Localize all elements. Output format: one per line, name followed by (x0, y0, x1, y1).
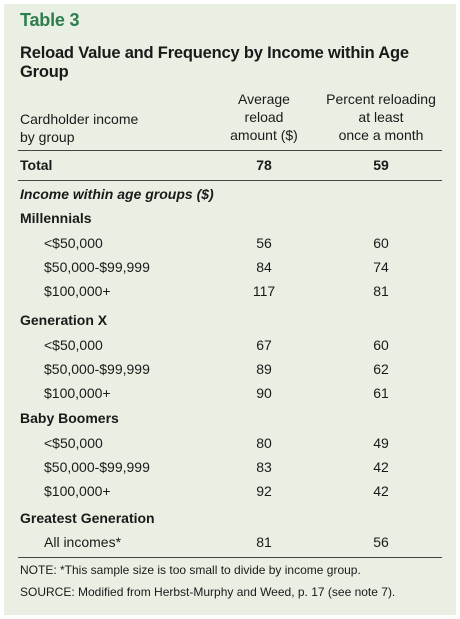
amount-cell: 80 (256, 435, 272, 451)
group-header: Millennials (4, 207, 456, 229)
income-cell: All incomes* (44, 534, 122, 550)
header-c2-line2: at least (358, 109, 404, 125)
percent-cell: 42 (373, 459, 389, 475)
percent-cell: 74 (373, 259, 389, 275)
header-c1-line2: reload (244, 109, 284, 125)
group-header: Baby Boomers (4, 407, 456, 429)
percent-cell: 49 (373, 435, 389, 451)
header-group-line2: by group (20, 129, 75, 145)
table-row: $100,000+ 90 61 (4, 382, 456, 404)
income-cell: $50,000-$99,999 (44, 459, 150, 475)
income-cell: <$50,000 (44, 337, 103, 353)
group-header: Generation X (4, 309, 456, 331)
table-row: $50,000-$99,999 89 62 (4, 358, 456, 380)
amount-cell: 83 (256, 459, 272, 475)
section-label-row: Income within age groups ($) (4, 183, 456, 205)
table-row: $50,000-$99,999 83 42 (4, 456, 456, 478)
amount-cell: 117 (252, 283, 276, 299)
percent-cell: 61 (373, 385, 389, 401)
amount-cell: 67 (256, 337, 272, 353)
header-rule (18, 150, 442, 151)
header-c1-line1: Average (238, 91, 290, 107)
table-title: Reload Value and Frequency by Income wit… (20, 44, 409, 81)
header-average-reload: Average reload amount ($) (209, 90, 319, 144)
total-rule (18, 180, 442, 181)
table-row: $50,000-$99,999 84 74 (4, 256, 456, 278)
table-row: All incomes* 81 56 (4, 531, 456, 553)
total-row: Total 78 59 (4, 154, 456, 176)
income-cell: $100,000+ (44, 483, 111, 499)
income-cell: <$50,000 (44, 435, 103, 451)
percent-cell: 60 (373, 337, 389, 353)
header-c2-line1: Percent reloading (326, 91, 436, 107)
group-name-baby-boomers: Baby Boomers (20, 410, 119, 426)
amount-cell: 92 (256, 483, 272, 499)
income-cell: $50,000-$99,999 (44, 361, 150, 377)
amount-cell: 90 (256, 385, 272, 401)
total-label: Total (20, 157, 53, 173)
table-label: Table 3 (20, 10, 80, 30)
income-cell: $100,000+ (44, 283, 111, 299)
group-name-millennials: Millennials (20, 210, 92, 226)
table-row: <$50,000 56 60 (4, 232, 456, 254)
table-row: $100,000+ 92 42 (4, 480, 456, 502)
amount-cell: 84 (256, 259, 272, 275)
total-percent: 59 (373, 157, 389, 173)
income-cell: $100,000+ (44, 385, 111, 401)
table-source: SOURCE: Modified from Herbst-Murphy and … (20, 585, 396, 599)
section-label: Income within age groups ($) (20, 186, 214, 202)
footer-rule (18, 557, 442, 558)
group-header: Greatest Generation (4, 507, 456, 529)
percent-cell: 81 (373, 283, 389, 299)
percent-cell: 62 (373, 361, 389, 377)
table-row: <$50,000 80 49 (4, 432, 456, 454)
header-cardholder-income: Cardholder income by group (20, 110, 220, 146)
percent-cell: 56 (373, 534, 389, 550)
table-panel: Table 3 Reload Value and Frequency by In… (4, 4, 456, 615)
amount-cell: 81 (256, 534, 272, 550)
percent-cell: 42 (373, 483, 389, 499)
header-percent-reloading: Percent reloading at least once a month (316, 90, 446, 144)
total-amount: 78 (256, 157, 272, 173)
table-row: $100,000+ 117 81 (4, 280, 456, 302)
percent-cell: 60 (373, 235, 389, 251)
header-c2-line3: once a month (338, 127, 424, 143)
table-note: NOTE: *This sample size is too small to … (20, 563, 361, 577)
table-row: <$50,000 67 60 (4, 334, 456, 356)
income-cell: <$50,000 (44, 235, 103, 251)
group-name-greatest-generation: Greatest Generation (20, 510, 155, 526)
amount-cell: 56 (256, 235, 272, 251)
amount-cell: 89 (256, 361, 272, 377)
header-group-line1: Cardholder income (20, 111, 139, 127)
header-c1-line3: amount ($) (230, 127, 298, 143)
income-cell: $50,000-$99,999 (44, 259, 150, 275)
group-name-generation-x: Generation X (20, 312, 108, 328)
